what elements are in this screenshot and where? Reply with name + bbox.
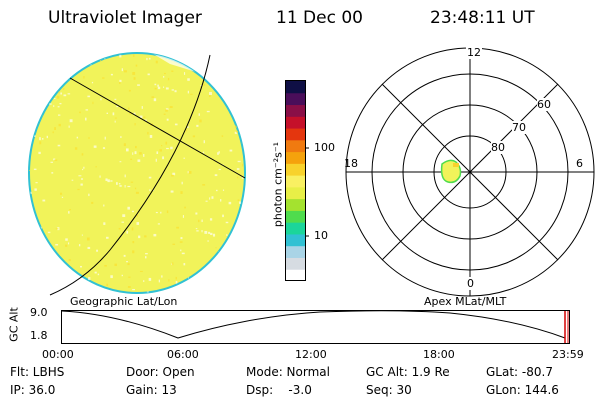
colorbar-segment bbox=[286, 151, 305, 164]
xtick-0000: 00:00 bbox=[42, 348, 74, 361]
mlat-60-label: 60 bbox=[537, 98, 551, 111]
colorbar-segment bbox=[286, 139, 305, 153]
colorbar-segment bbox=[286, 210, 305, 223]
glat-info: GLat: -80.7 bbox=[486, 365, 553, 379]
xtick-1800: 18:00 bbox=[423, 348, 455, 361]
altitude-frame bbox=[61, 310, 570, 344]
mode-info: Mode: Normal bbox=[246, 365, 330, 379]
colorbar-tick-10: 10 bbox=[314, 229, 328, 242]
colorbar-segment bbox=[286, 222, 305, 235]
time-label: 23:48:11 UT bbox=[430, 8, 535, 28]
earth-disk bbox=[28, 52, 246, 294]
colorbar-tick-100: 100 bbox=[314, 141, 335, 154]
auroral-spot-core bbox=[453, 163, 459, 167]
colorbar-segment bbox=[286, 186, 305, 200]
door-info: Door: Open bbox=[126, 365, 195, 379]
colorbar-unit-label: photon cm⁻²s⁻¹ bbox=[271, 141, 285, 228]
altitude-plot bbox=[61, 310, 570, 344]
gc-alt-info: GC Alt: 1.9 Re bbox=[366, 365, 450, 379]
colorbar-segment bbox=[286, 128, 305, 141]
xtick-0600: 06:00 bbox=[167, 348, 199, 361]
colorbar-segment bbox=[286, 92, 305, 106]
mlat-80-label: 80 bbox=[491, 141, 505, 154]
colorbar bbox=[285, 80, 309, 282]
mlat-70-label: 70 bbox=[512, 121, 526, 134]
altitude-ylabel: GC Alt bbox=[7, 307, 21, 342]
colorbar-segment bbox=[286, 104, 305, 117]
colorbar-segment bbox=[286, 116, 305, 129]
apex-label: Apex MLat/MLT bbox=[424, 295, 507, 308]
gain-info: Gain: 13 bbox=[126, 383, 177, 397]
altitude-ytick-top: 9.0 bbox=[30, 306, 48, 319]
mlt-18-label: 18 bbox=[344, 157, 358, 170]
altitude-curve bbox=[61, 310, 566, 339]
longitude-arc bbox=[49, 54, 211, 296]
dsp-info: Dsp: -3.0 bbox=[246, 383, 312, 397]
xtick-2359: 23:59 bbox=[552, 348, 584, 361]
colorbar-segment bbox=[286, 257, 305, 270]
colorbar-segment bbox=[286, 175, 305, 188]
filter-info: Flt: LBHS bbox=[10, 365, 65, 379]
instrument-title: Ultraviolet Imager bbox=[48, 8, 202, 28]
geographic-label: Geographic Lat/Lon bbox=[70, 295, 178, 308]
colorbar-segment bbox=[286, 163, 305, 176]
colorbar-segment bbox=[286, 198, 305, 211]
colorbar-segment bbox=[286, 81, 305, 94]
colorbar-segment bbox=[286, 269, 305, 282]
date-label: 11 Dec 00 bbox=[276, 8, 363, 28]
altitude-ytick-bottom: 1.8 bbox=[30, 329, 48, 342]
glon-info: GLon: 144.6 bbox=[486, 383, 559, 397]
colorbar-segment bbox=[286, 233, 305, 247]
mlat-mlt-polar-plot bbox=[345, 47, 595, 297]
mlt-0-label: 0 bbox=[467, 277, 474, 290]
mlt-12-label: 12 bbox=[466, 46, 482, 59]
seq-info: Seq: 30 bbox=[366, 383, 412, 397]
colorbar-segment bbox=[286, 245, 305, 258]
terminator-line bbox=[69, 77, 246, 179]
xtick-1200: 12:00 bbox=[295, 348, 327, 361]
mlt-6-label: 6 bbox=[576, 157, 583, 170]
diagonal-2 bbox=[381, 83, 559, 261]
ip-info: IP: 36.0 bbox=[10, 383, 56, 397]
